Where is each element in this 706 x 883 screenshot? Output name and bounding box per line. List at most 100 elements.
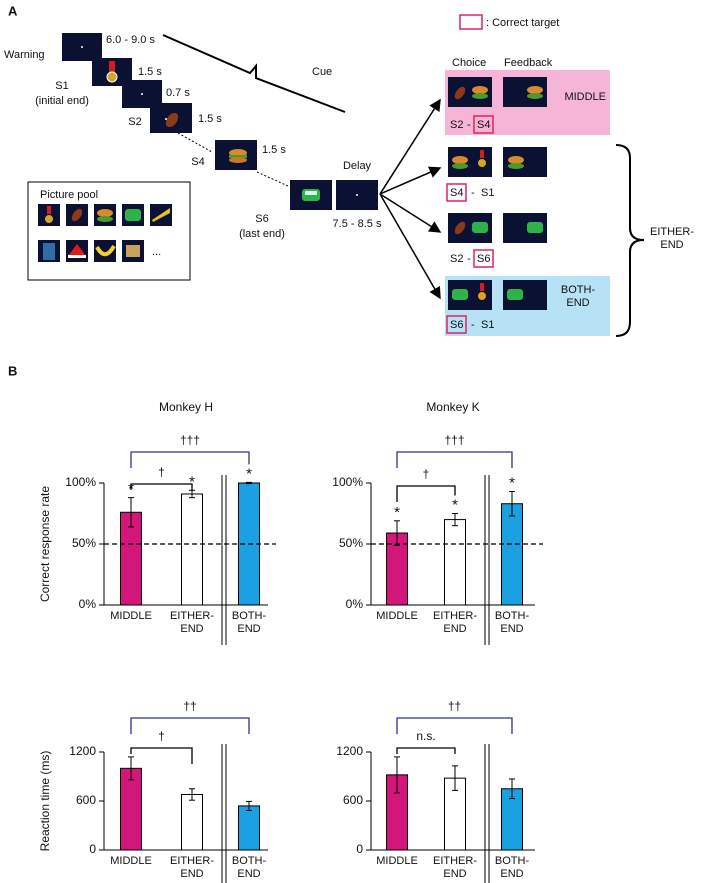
trial-result: MIDDLE xyxy=(564,91,606,103)
pair-item: S4 xyxy=(450,187,463,199)
pair-sep: - xyxy=(471,187,475,199)
label: Delay xyxy=(343,160,372,172)
x-tick-label: BOTH- END xyxy=(231,610,267,635)
comparison-label: † xyxy=(423,467,430,481)
pair-item: S6 xyxy=(477,253,490,265)
y-tick-label: 1200 xyxy=(69,744,96,758)
pair-item: S6 xyxy=(450,319,463,331)
comparison-bracket xyxy=(130,483,193,490)
column-header: Choice xyxy=(452,57,486,69)
label: (last end) xyxy=(239,228,285,240)
timing: 6.0 - 9.0 s xyxy=(106,34,155,46)
pool-title: Picture pool xyxy=(40,189,98,201)
trial-result: BOTH- END xyxy=(560,284,596,309)
comparison-label: n.s. xyxy=(416,729,435,743)
significance-star: * xyxy=(394,504,400,521)
label: S1 xyxy=(55,80,68,92)
y-tick-label: 0% xyxy=(79,597,97,611)
pair-sep: - xyxy=(467,119,471,131)
comparison-bracket xyxy=(130,717,250,734)
x-tick-label: BOTH- END xyxy=(231,855,267,880)
y-tick-label: 600 xyxy=(343,793,363,807)
pair-item: S2 xyxy=(450,119,463,131)
legend-box xyxy=(459,14,483,30)
bar xyxy=(238,805,260,851)
significance-star: * xyxy=(452,496,458,513)
comparison-label: †† xyxy=(183,699,196,713)
x-tick-label: BOTH- END xyxy=(494,855,530,880)
comparison-bracket xyxy=(396,717,513,734)
comparison-bracket xyxy=(396,451,513,468)
y-tick-label: 1200 xyxy=(336,744,363,758)
pool-more: ... xyxy=(152,246,161,258)
comparison-bracket xyxy=(396,747,456,754)
y-tick-label: 0% xyxy=(346,597,364,611)
comparison-label: ††† xyxy=(444,433,464,447)
x-tick-label: EITHER- END xyxy=(433,855,477,880)
timing: 0.7 s xyxy=(166,87,190,99)
x-tick-label: MIDDLE xyxy=(110,610,152,622)
comparison-label: † xyxy=(158,465,165,479)
y-tick-label: 600 xyxy=(76,793,96,807)
significance-star: * xyxy=(189,473,195,490)
correct-box xyxy=(446,183,467,202)
y-tick-label: 100% xyxy=(332,475,363,489)
pair-sep: - xyxy=(467,253,471,265)
bar xyxy=(501,503,523,606)
y-tick-label: 50% xyxy=(72,536,96,550)
timeline xyxy=(62,33,378,210)
label: S4 xyxy=(191,156,204,168)
correct-box xyxy=(446,315,467,334)
timing: 1.5 s xyxy=(138,66,162,78)
x-tick-label: MIDDLE xyxy=(110,855,152,867)
panel-label: A xyxy=(8,3,18,18)
label: S6 xyxy=(255,213,268,225)
pair-item: S2 xyxy=(450,253,463,265)
timing: 1.5 s xyxy=(262,144,286,156)
label: Warning xyxy=(4,49,45,61)
bar xyxy=(181,793,203,851)
arrows xyxy=(379,98,442,300)
label: (initial end) xyxy=(35,95,89,107)
label: 7.5 - 8.5 s xyxy=(333,218,382,230)
bar xyxy=(444,519,466,606)
chart-title: Monkey H xyxy=(159,400,213,414)
legend-text: : Correct target xyxy=(486,17,559,29)
significance-star: * xyxy=(246,465,252,482)
correct-box xyxy=(473,115,494,134)
label: Cue xyxy=(312,66,332,78)
x-tick-label: EITHER- END xyxy=(170,610,214,635)
x-tick-label: EITHER- END xyxy=(433,610,477,635)
y-axis-label: Reaction time (ms) xyxy=(38,751,52,852)
pair-item: S1 xyxy=(481,319,494,331)
comparison-bracket xyxy=(130,451,250,468)
comparison-label: ††† xyxy=(180,433,200,447)
pair-item: S4 xyxy=(477,119,490,131)
pair-item: S1 xyxy=(481,187,494,199)
significance-star: * xyxy=(509,475,515,492)
curly-bracket xyxy=(615,144,645,337)
y-tick-label: 100% xyxy=(65,475,96,489)
comparison-bracket xyxy=(396,485,456,502)
comparison-label: †† xyxy=(448,699,461,713)
x-tick-label: BOTH- END xyxy=(494,610,530,635)
y-axis-label: Correct response rate xyxy=(38,486,52,602)
label: S2 xyxy=(128,116,141,128)
bar xyxy=(181,493,203,606)
correct-box xyxy=(473,249,494,268)
comparison-label: † xyxy=(158,729,165,743)
x-tick-label: EITHER- END xyxy=(170,855,214,880)
comparison-bracket xyxy=(130,747,193,764)
pool-box xyxy=(27,181,191,281)
x-tick-label: MIDDLE xyxy=(376,855,418,867)
bar xyxy=(120,767,142,851)
timing: 1.5 s xyxy=(198,113,222,125)
trial-screens xyxy=(448,77,547,310)
pool-icons xyxy=(38,204,172,262)
y-tick-label: 0 xyxy=(89,842,96,856)
x-tick-label: MIDDLE xyxy=(376,610,418,622)
column-header: Feedback xyxy=(504,57,553,69)
panel-label: B xyxy=(8,363,17,378)
